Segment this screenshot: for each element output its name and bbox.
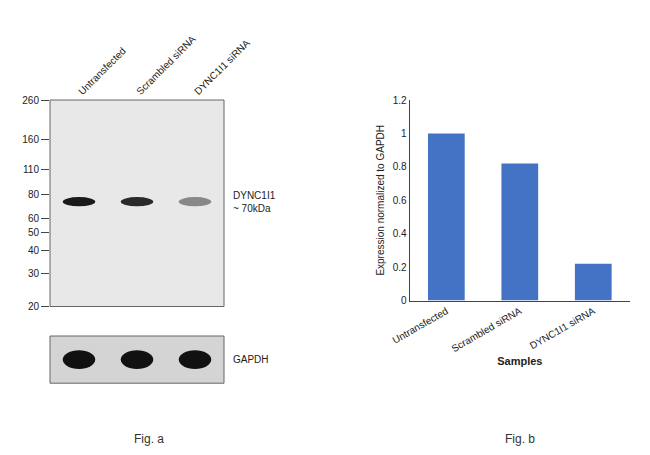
svg-text:DYNC1I1 siRNA: DYNC1I1 siRNA (192, 37, 252, 97)
svg-text:DYNC1I1 siRNA: DYNC1I1 siRNA (528, 305, 597, 351)
svg-text:20: 20 (28, 301, 40, 312)
svg-text:Untransfected: Untransfected (76, 45, 128, 97)
svg-text:Scrambled siRNA: Scrambled siRNA (134, 33, 198, 97)
svg-text:0.4: 0.4 (393, 228, 407, 239)
svg-text:40: 40 (28, 245, 40, 256)
svg-text:160: 160 (22, 134, 39, 145)
svg-text:0: 0 (401, 295, 407, 306)
svg-text:30: 30 (28, 268, 40, 279)
svg-text:1.2: 1.2 (393, 95, 407, 106)
svg-text:50: 50 (28, 227, 40, 238)
svg-text:Untransfected: Untransfected (390, 305, 449, 346)
svg-text:Samples: Samples (497, 355, 542, 367)
svg-text:Expression normalized to GAPDH: Expression normalized to GAPDH (375, 125, 386, 276)
svg-text:60: 60 (28, 213, 40, 224)
svg-text:Fig. a: Fig. a (134, 432, 164, 446)
svg-text:0.2: 0.2 (393, 262, 407, 273)
svg-text:1: 1 (401, 128, 407, 139)
svg-text:0.6: 0.6 (393, 195, 407, 206)
svg-text:0.8: 0.8 (393, 161, 407, 172)
svg-text:Fig. b: Fig. b (505, 432, 535, 446)
svg-text:80: 80 (28, 189, 40, 200)
svg-text:Scrambled siRNA: Scrambled siRNA (449, 305, 523, 354)
svg-text:GAPDH: GAPDH (233, 354, 269, 365)
svg-text:260: 260 (22, 95, 39, 106)
svg-text:110: 110 (23, 164, 39, 175)
svg-text:DYNC1I1~ 70kDa: DYNC1I1~ 70kDa (233, 190, 276, 214)
